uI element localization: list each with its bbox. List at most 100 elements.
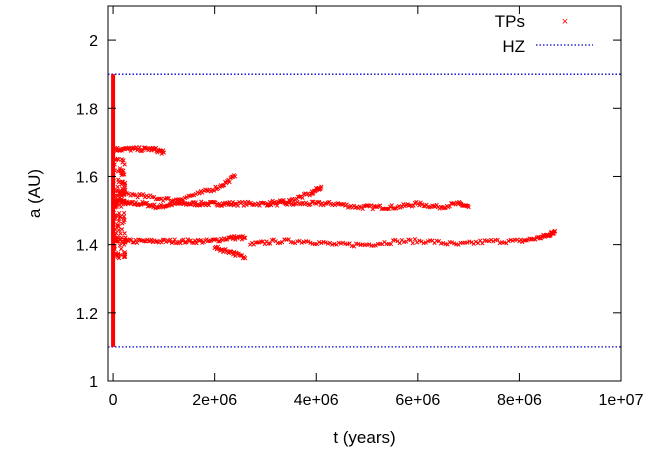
tp-point bbox=[154, 205, 159, 210]
tp-point bbox=[292, 201, 297, 207]
tp-point bbox=[122, 172, 127, 177]
tp-point bbox=[123, 145, 128, 151]
tp-point bbox=[118, 214, 123, 219]
tp-point bbox=[231, 203, 237, 208]
tp-point bbox=[307, 193, 312, 198]
tp-point bbox=[118, 231, 123, 236]
tp-point bbox=[515, 237, 520, 242]
legend-label-hz: HZ bbox=[502, 37, 525, 56]
tp-point bbox=[115, 235, 120, 240]
x-tick-label: 0 bbox=[109, 392, 118, 409]
tp-point bbox=[423, 240, 428, 245]
tp-point bbox=[220, 183, 226, 188]
tp-point bbox=[169, 203, 175, 208]
legend-marker-tps: × bbox=[562, 16, 568, 28]
tp-point bbox=[229, 202, 234, 207]
tp-point bbox=[268, 202, 274, 208]
tp-point bbox=[116, 169, 121, 174]
tp-point bbox=[165, 238, 170, 243]
tp-point bbox=[172, 237, 177, 242]
tp-point bbox=[135, 195, 140, 200]
tp-point bbox=[118, 252, 123, 257]
tp-point bbox=[244, 202, 249, 208]
tp-point bbox=[414, 199, 419, 205]
tp-point bbox=[221, 202, 227, 207]
tp-point bbox=[123, 252, 128, 257]
tp-point bbox=[160, 148, 166, 153]
tp-point bbox=[139, 202, 144, 207]
tp-point bbox=[145, 237, 150, 242]
legend-label-tps: TPs bbox=[495, 12, 525, 31]
tp-point bbox=[114, 188, 119, 193]
tp-point bbox=[523, 238, 528, 243]
legend: TPs × HZ bbox=[495, 12, 593, 56]
tp-point bbox=[340, 240, 346, 245]
tp-point bbox=[119, 246, 124, 252]
tp-point bbox=[421, 204, 426, 209]
tp-point bbox=[318, 186, 323, 191]
tp-point bbox=[121, 158, 126, 163]
tp-point bbox=[323, 240, 328, 245]
tp-point bbox=[223, 237, 228, 242]
y-tick-label: 2 bbox=[89, 33, 98, 50]
tp-point bbox=[301, 239, 307, 245]
tp-point bbox=[268, 241, 273, 246]
tp-point bbox=[450, 201, 455, 206]
tp-point bbox=[151, 205, 156, 210]
tp-point bbox=[488, 237, 494, 243]
x-axis-label: t (years) bbox=[333, 428, 395, 447]
tp-point bbox=[117, 243, 123, 248]
tp-point bbox=[397, 240, 402, 246]
tp-point bbox=[469, 240, 474, 245]
tp-point bbox=[117, 210, 122, 216]
tp-point bbox=[319, 240, 324, 246]
tp-point bbox=[215, 244, 221, 249]
tp-point bbox=[473, 239, 479, 244]
tp-point bbox=[119, 204, 124, 209]
initial-tp-column bbox=[111, 74, 116, 347]
tp-point bbox=[115, 193, 121, 198]
tp-point bbox=[362, 242, 368, 248]
tp-point bbox=[116, 180, 121, 185]
tp-point bbox=[116, 227, 121, 233]
tp-point bbox=[367, 242, 372, 247]
tp-point bbox=[491, 239, 496, 244]
tp-point bbox=[332, 241, 337, 247]
tp-point bbox=[115, 222, 120, 227]
tp-point bbox=[141, 192, 146, 197]
tp-point bbox=[495, 237, 500, 243]
tp-point bbox=[309, 199, 315, 204]
tp-point bbox=[198, 238, 204, 243]
tp-point bbox=[377, 203, 383, 208]
tp-point bbox=[121, 219, 126, 225]
axes-layer: 0 2e+06 4e+06 6e+06 8e+06 1e+07 1 1.2 1.4 1.6 1.8 2 bbox=[76, 6, 644, 409]
tp-point bbox=[231, 173, 237, 178]
y-tick-label: 1 bbox=[89, 374, 98, 391]
tp-point bbox=[123, 240, 128, 245]
tp-point bbox=[211, 188, 217, 193]
x-tick-label: 8e+06 bbox=[497, 392, 542, 409]
tp-point bbox=[411, 203, 416, 208]
tp-point bbox=[389, 203, 394, 208]
tp-point bbox=[122, 162, 127, 167]
x-tick-label: 4e+06 bbox=[294, 392, 339, 409]
tp-point bbox=[144, 200, 149, 206]
tp-point bbox=[127, 200, 132, 206]
tp-point bbox=[116, 219, 121, 224]
tp-point bbox=[120, 188, 126, 193]
tp-point bbox=[271, 237, 276, 242]
tp-point bbox=[149, 148, 154, 153]
x-tick-label: 6e+06 bbox=[395, 392, 440, 409]
tp-point bbox=[185, 237, 190, 242]
tp-point bbox=[241, 235, 247, 240]
tp-point bbox=[290, 196, 295, 201]
y-tick-label: 1.4 bbox=[76, 238, 98, 255]
x-tick-label: 2e+06 bbox=[192, 392, 237, 409]
marks-layer bbox=[108, 73, 621, 348]
tp-point bbox=[195, 190, 200, 195]
tp-point bbox=[120, 198, 126, 203]
tp-point bbox=[388, 241, 394, 247]
tp-point bbox=[119, 170, 124, 176]
tp-point bbox=[449, 240, 455, 245]
